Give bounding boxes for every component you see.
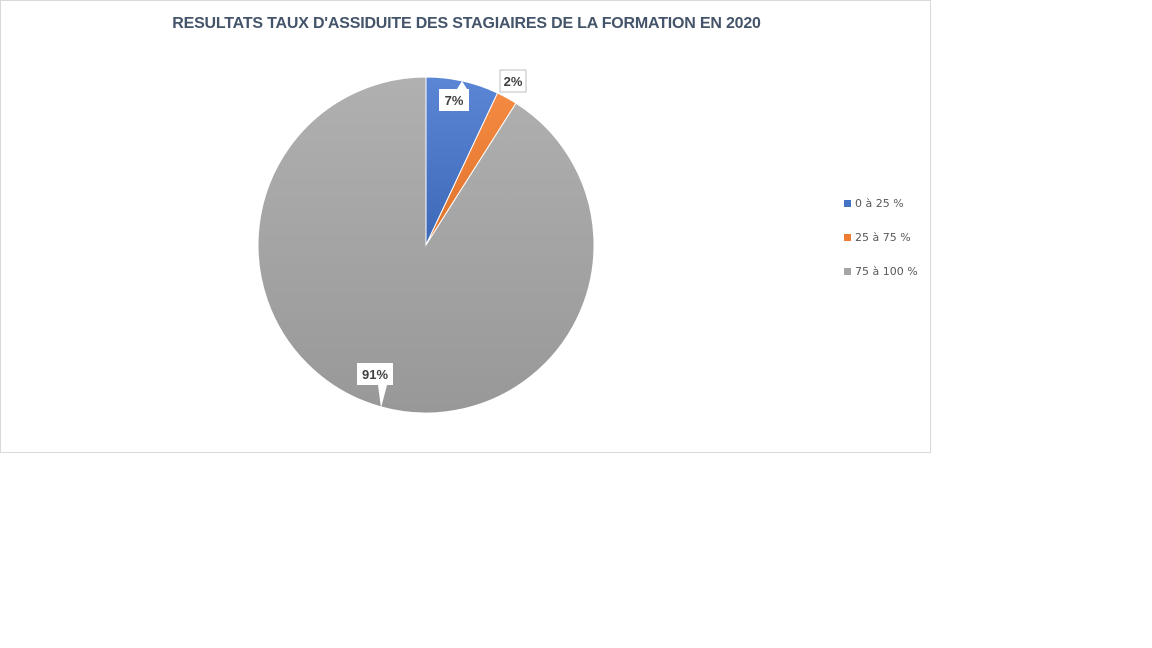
legend-item: 0 à 25 % bbox=[844, 186, 918, 220]
legend-swatch bbox=[844, 199, 851, 207]
chart-title: RESULTATS TAUX D'ASSIDUITE DES STAGIAIRE… bbox=[172, 15, 761, 32]
legend: 0 à 25 % 25 à 75 % 75 à 100 % bbox=[844, 186, 918, 288]
data-label: 7% bbox=[439, 81, 469, 111]
legend-item: 25 à 75 % bbox=[844, 220, 918, 254]
data-label-text: 7% bbox=[445, 93, 464, 108]
legend-label: 75 à 100 % bbox=[855, 264, 918, 278]
data-label-text: 91% bbox=[362, 367, 388, 382]
data-label-text: 2% bbox=[504, 74, 523, 89]
legend-swatch bbox=[844, 267, 851, 275]
legend-swatch bbox=[844, 233, 851, 241]
pie-chart: 7% 2% 91% bbox=[257, 69, 595, 414]
legend-item: 75 à 100 % bbox=[844, 254, 918, 288]
chart-area: RESULTATS TAUX D'ASSIDUITE DES STAGIAIRE… bbox=[0, 0, 931, 453]
legend-label: 0 à 25 % bbox=[855, 196, 904, 210]
data-label: 2% bbox=[499, 69, 527, 93]
pie-slice bbox=[257, 76, 595, 414]
legend-label: 25 à 75 % bbox=[855, 230, 911, 244]
data-label: 91% bbox=[357, 363, 393, 408]
